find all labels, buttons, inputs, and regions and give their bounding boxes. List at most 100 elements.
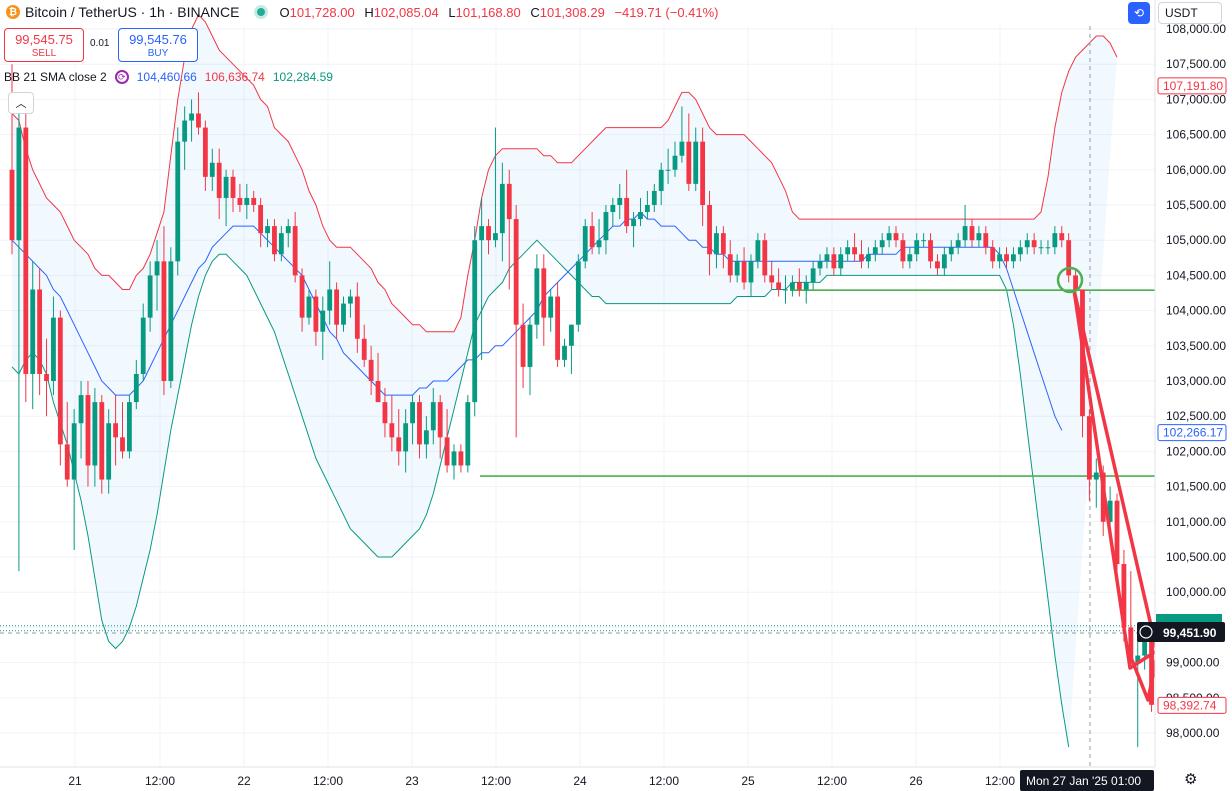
candle-body bbox=[838, 254, 844, 269]
candle-body bbox=[44, 373, 49, 381]
time-tick-label: 24 bbox=[573, 774, 587, 788]
candle-body bbox=[51, 317, 56, 381]
candle-body bbox=[900, 240, 906, 262]
candle-body bbox=[320, 310, 326, 332]
candle-body bbox=[727, 254, 733, 276]
candle-body bbox=[209, 162, 215, 177]
bb-upper-value: 106,636.74 bbox=[204, 70, 265, 84]
candle-body bbox=[37, 289, 43, 374]
candle-body bbox=[265, 226, 270, 234]
candle-body bbox=[783, 289, 788, 291]
candle-body bbox=[23, 127, 29, 374]
price-tick-label: 102,000.00 bbox=[1166, 444, 1226, 458]
candle-body bbox=[154, 261, 160, 276]
candle-body bbox=[334, 289, 340, 325]
settings-gear-icon[interactable]: ⚙ bbox=[1184, 771, 1198, 788]
market-open-icon bbox=[257, 8, 266, 16]
candle-body bbox=[893, 233, 899, 241]
candle-body bbox=[534, 268, 540, 325]
candle-body bbox=[582, 226, 588, 262]
basis-price-label-box bbox=[1157, 424, 1227, 442]
bb-lower-value: 102,284.59 bbox=[272, 70, 333, 84]
price-tick-label: 108,000.00 bbox=[1166, 22, 1226, 36]
candle-body bbox=[575, 261, 581, 325]
candle-body bbox=[638, 212, 643, 220]
candle-body bbox=[852, 247, 857, 255]
candle-body bbox=[375, 381, 381, 403]
collapse-legend-button[interactable]: ︿ bbox=[8, 92, 34, 114]
high-value: 102,085.04 bbox=[373, 4, 439, 20]
time-tick-label: 12:00 bbox=[145, 774, 175, 788]
currency-selector[interactable]: USDT bbox=[1158, 2, 1222, 24]
candle-body bbox=[230, 176, 236, 198]
sell-button[interactable]: 99,545.75 SELL bbox=[4, 28, 84, 62]
ohlc-readout: O101,728.00 H102,085.04 L101,168.80 C101… bbox=[279, 4, 719, 20]
refresh-button[interactable]: ⟲ bbox=[1128, 2, 1150, 24]
candle-body bbox=[831, 254, 837, 269]
bitcoin-icon: ₿ bbox=[6, 5, 20, 19]
candle-body bbox=[182, 120, 188, 142]
buy-label: BUY bbox=[147, 47, 169, 59]
symbol-title[interactable]: Bitcoin / TetherUS · 1h · BINANCE bbox=[25, 4, 240, 20]
candle-body bbox=[776, 282, 782, 290]
candle-body bbox=[983, 233, 989, 248]
candle-body bbox=[1059, 233, 1065, 241]
indicator-legend[interactable]: BB 21 SMA close 2 ⟳ 104,460.66 106,636.7… bbox=[4, 70, 333, 84]
candle-body bbox=[403, 423, 409, 452]
price-tick-label: 104,000.00 bbox=[1166, 304, 1226, 318]
candle-body bbox=[202, 127, 208, 177]
candle-body bbox=[78, 395, 84, 424]
candle-body bbox=[631, 219, 636, 227]
time-tick-label: 23 bbox=[405, 774, 419, 788]
candle-body bbox=[486, 226, 491, 241]
spread-value: 0.01 bbox=[90, 38, 110, 49]
price-tick-label: 107,000.00 bbox=[1166, 92, 1226, 106]
candle-body bbox=[1128, 627, 1134, 663]
candle-body bbox=[327, 289, 333, 311]
candle-body bbox=[541, 268, 547, 318]
close-value: 101,308.29 bbox=[539, 4, 605, 20]
candle-body bbox=[817, 261, 823, 269]
candle-body bbox=[769, 275, 775, 283]
candle-body bbox=[762, 240, 768, 276]
price-tick-label: 106,000.00 bbox=[1166, 163, 1226, 177]
candle-body bbox=[941, 254, 947, 269]
candle-body bbox=[672, 155, 678, 170]
candle-body bbox=[845, 247, 851, 255]
candle-body bbox=[755, 240, 761, 262]
candle-body bbox=[278, 233, 284, 255]
candle-body bbox=[423, 430, 429, 445]
candle-body bbox=[216, 162, 222, 198]
price-tick-label: 98,000.00 bbox=[1166, 726, 1220, 740]
candle-body bbox=[803, 282, 809, 290]
candle-body bbox=[1107, 500, 1113, 522]
candle-body bbox=[396, 437, 402, 452]
time-tick-label: 22 bbox=[237, 774, 251, 788]
candle-body bbox=[921, 240, 927, 242]
candle-body bbox=[30, 289, 36, 374]
candle-body bbox=[948, 247, 954, 255]
sell-price: 99,545.75 bbox=[15, 31, 73, 47]
candle-body bbox=[879, 240, 885, 248]
candle-body bbox=[997, 254, 1003, 262]
candle-body bbox=[417, 402, 422, 445]
open-value: 101,728.00 bbox=[289, 4, 355, 20]
candle-body bbox=[237, 197, 243, 205]
candle-body bbox=[790, 282, 795, 290]
candle-body bbox=[679, 141, 685, 156]
candle-body bbox=[493, 233, 498, 241]
candle-body bbox=[914, 240, 920, 255]
candle-body bbox=[133, 373, 139, 403]
candle-body bbox=[700, 141, 706, 205]
time-tick-label: 26 bbox=[909, 774, 923, 788]
indicator-name: BB 21 SMA close 2 bbox=[4, 70, 107, 84]
candle-body bbox=[603, 212, 609, 241]
candle-body bbox=[748, 261, 754, 283]
buy-button[interactable]: 99,545.76 BUY bbox=[118, 28, 198, 62]
bb-upper-line bbox=[11, 14, 1118, 333]
time-tick-label: 12:00 bbox=[313, 774, 343, 788]
candle-body bbox=[306, 296, 312, 318]
candle-body bbox=[106, 423, 112, 480]
